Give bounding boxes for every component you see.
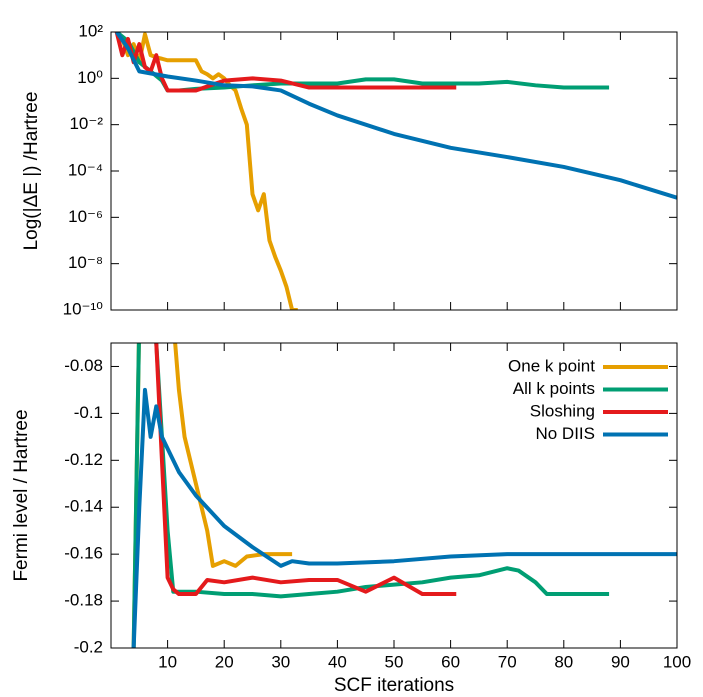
series-line	[115, 32, 298, 310]
plot-frame	[110, 342, 678, 649]
x-tick-label: 50	[385, 652, 404, 671]
legend-label: All k points	[513, 379, 595, 398]
y-tick-label: -0.18	[64, 591, 103, 610]
y-tick-label: 10⁻²	[69, 114, 103, 133]
x-tick-label: 90	[611, 652, 630, 671]
x-tick-label: 100	[663, 652, 691, 671]
y-tick-label: 10⁻¹⁰	[63, 299, 104, 318]
y-tick-label: 10⁰	[77, 68, 103, 87]
y-tick-label: -0.16	[64, 544, 103, 563]
series-line	[131, 343, 610, 648]
y-tick-label: -0.08	[64, 356, 103, 375]
legend-label: No DIIS	[535, 424, 595, 443]
y-tick-label: -0.2	[74, 637, 103, 656]
y-tick-label: -0.12	[64, 450, 103, 469]
series-line	[114, 32, 457, 93]
series-line	[115, 32, 677, 200]
x-tick-label: 80	[554, 652, 573, 671]
x-tick-label: 40	[328, 652, 347, 671]
legend-label: One k point	[508, 356, 595, 375]
y-tick-label: 10⁻⁶	[68, 207, 103, 226]
series-line	[131, 387, 677, 648]
x-tick-label: 70	[498, 652, 517, 671]
legend-label: Sloshing	[530, 401, 595, 420]
y-tick-label: 10⁻⁴	[68, 160, 103, 179]
x-tick-label: 60	[441, 652, 460, 671]
y-axis-label: Log(|ΔE |) /Hartree	[21, 92, 42, 251]
y-axis-label: Fermi level / Hartree	[11, 409, 32, 581]
y-tick-label: 10⁻⁸	[68, 253, 103, 272]
x-tick-label: 30	[271, 652, 290, 671]
y-tick-label: 10²	[78, 21, 103, 40]
x-axis-label: SCF iterations	[334, 675, 454, 696]
y-tick-label: -0.14	[64, 497, 103, 516]
y-tick-label: -0.1	[74, 403, 103, 422]
x-tick-label: 10	[158, 652, 177, 671]
x-tick-label: 20	[215, 652, 234, 671]
series-line	[131, 343, 293, 648]
plot-frame	[110, 31, 678, 311]
series-line	[154, 343, 457, 597]
